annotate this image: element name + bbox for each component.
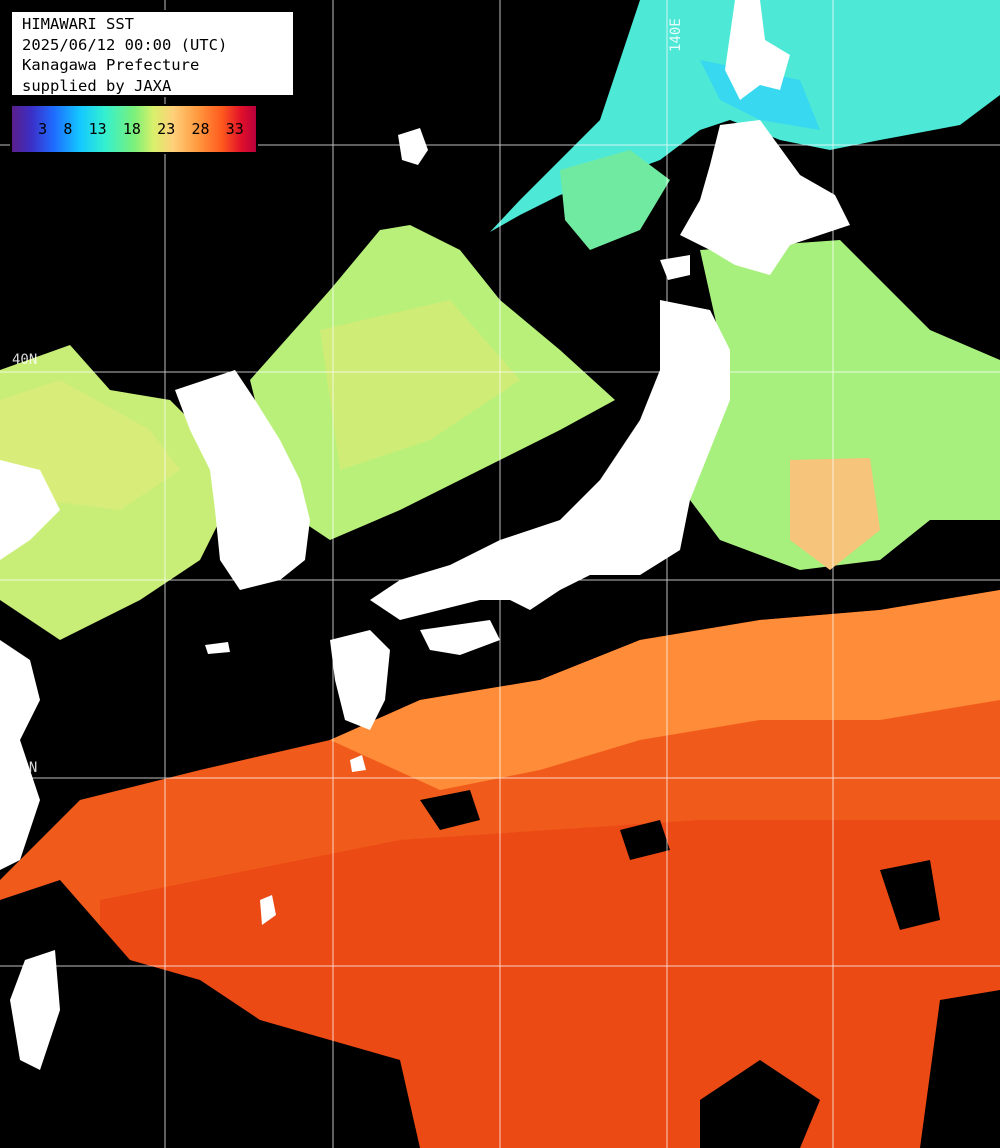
okinawa-island <box>260 895 276 925</box>
small-island-1 <box>398 128 428 165</box>
cloud-mass-5 <box>920 990 1000 1148</box>
lat-label-40n: 40N <box>12 352 38 368</box>
kuroshio-extension-warm-patch <box>790 458 880 570</box>
colorbar-tick: 13 <box>88 120 107 138</box>
shandong-land <box>0 640 40 870</box>
cloud-mass-2 <box>700 1060 820 1148</box>
cloud-mass-4 <box>620 820 670 860</box>
pacific-northeast-region <box>690 240 1000 570</box>
sea-of-japan-warm-patch <box>320 300 520 470</box>
colorbar-tick: 3 <box>38 120 48 138</box>
lat-label-30n: 30N <box>12 760 38 776</box>
kyushu-land <box>330 630 390 730</box>
shikoku-land <box>420 620 500 655</box>
northern-green-patch <box>560 150 670 250</box>
colorbar-tick: 23 <box>157 120 176 138</box>
amami-island <box>350 755 366 772</box>
colorbar-tick: 8 <box>63 120 73 138</box>
korea-peninsula-land <box>175 370 310 590</box>
yellow-sea-warm-patch <box>0 380 180 510</box>
china-coast-land <box>0 460 60 560</box>
jeju-island <box>205 642 230 654</box>
colorbar-ticks: 3 8 13 18 23 28 33 <box>12 120 256 138</box>
colorbar-tick: 18 <box>122 120 141 138</box>
hokkaido-land <box>680 120 850 275</box>
cloud-mass-1 <box>0 880 420 1148</box>
map-title: HIMAWARI SST <box>22 15 134 33</box>
map-datetime: 2025/06/12 00:00 (UTC) <box>22 35 228 54</box>
map-region: Kanagawa Prefecture <box>22 56 200 74</box>
taiwan-land <box>10 950 60 1070</box>
colorbar-tick: 28 <box>191 120 210 138</box>
lon-label-140e: 140E <box>668 18 684 52</box>
cloud-mass-3 <box>880 860 940 930</box>
honshu-land <box>370 300 730 620</box>
map-credit: supplied by JAXA <box>22 76 172 95</box>
info-box: HIMAWARI SST 2025/06/12 00:00 (UTC) Kana… <box>10 10 295 97</box>
sakhalin-land <box>725 0 790 100</box>
colorbar-tick: 33 <box>225 120 244 138</box>
cloud-mass-6 <box>420 790 480 830</box>
temperature-colorbar: 3 8 13 18 23 28 33 <box>10 104 258 154</box>
